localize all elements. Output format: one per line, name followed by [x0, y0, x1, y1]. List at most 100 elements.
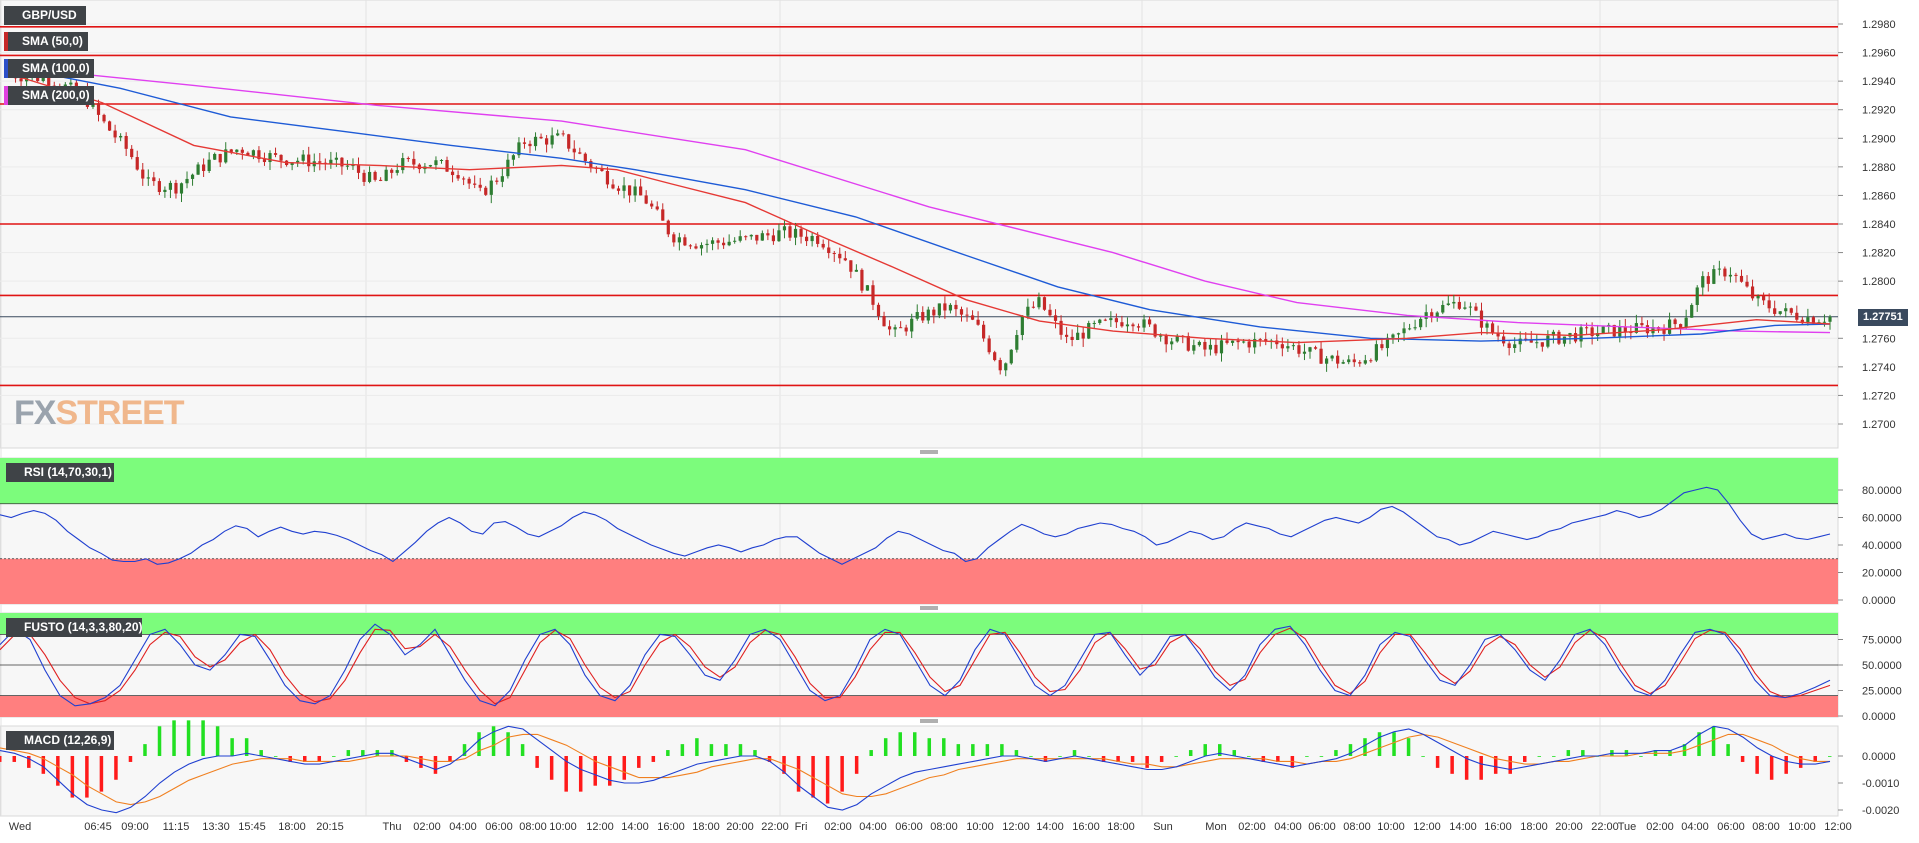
candle-body	[1109, 318, 1113, 321]
time-axis-label: 12:00	[586, 821, 614, 833]
fusto-tick-label: 0.0000	[1862, 711, 1896, 723]
candle-body	[539, 136, 543, 139]
candle-body	[804, 236, 809, 242]
candle-body	[567, 134, 571, 149]
time-axis-label: 20:00	[726, 821, 754, 833]
time-axis-label: 10:00	[1377, 821, 1405, 833]
candle-body	[1053, 315, 1058, 321]
macd-histogram-bar	[259, 750, 263, 756]
candle-body	[163, 189, 167, 192]
macd-histogram-bar	[1711, 726, 1716, 756]
candle-body	[677, 237, 681, 243]
candle-body	[229, 149, 233, 152]
candle-body	[683, 237, 687, 246]
candle-body	[262, 159, 267, 163]
candle-body	[1529, 339, 1533, 343]
candle-body	[1789, 308, 1793, 313]
candle-body	[119, 135, 123, 138]
candle-body	[1347, 359, 1351, 363]
candle-body	[1009, 349, 1013, 364]
candle-body	[1634, 323, 1638, 333]
candle-body	[1712, 269, 1716, 284]
macd-histogram-bar	[825, 756, 830, 804]
macd-histogram-bar	[535, 756, 539, 768]
candle-body	[1076, 332, 1080, 341]
panel-resize-handle	[920, 719, 938, 723]
candle-body	[887, 326, 892, 330]
time-axis-label: 18:00	[1107, 821, 1135, 833]
macd-histogram-bar	[651, 756, 656, 762]
macd-histogram-bar	[956, 744, 961, 756]
candle-body	[1485, 323, 1489, 328]
candle-body	[1330, 355, 1334, 359]
sma50-line	[9, 73, 1831, 344]
price-tick-label: 1.2740	[1862, 362, 1896, 374]
candle-body	[716, 240, 720, 243]
candle-body	[932, 309, 936, 316]
candle-body	[450, 171, 455, 176]
candle-body	[1153, 324, 1157, 337]
macd-histogram-bar	[1232, 750, 1237, 756]
candle-body	[1407, 328, 1412, 330]
macd-histogram-bar	[1813, 756, 1817, 762]
macd-histogram-bar	[128, 756, 133, 762]
macd-histogram-bar	[1697, 732, 1701, 756]
candle-body	[351, 165, 355, 167]
candle-body	[982, 324, 986, 339]
candle-body	[633, 186, 637, 196]
candle-body	[561, 133, 565, 135]
rsi-legend[interactable]: RSI (14,70,30,1)	[6, 463, 114, 482]
time-axis-label: 08:00	[1752, 821, 1780, 833]
macd-histogram-bar	[1798, 756, 1803, 768]
symbol-legend[interactable]: GBP/USD	[4, 6, 86, 25]
candle-body	[439, 159, 444, 161]
macd-histogram-bar	[462, 744, 467, 756]
macd-histogram-bar	[477, 732, 481, 756]
candle-body	[379, 179, 383, 181]
time-axis-label: Thu	[383, 821, 402, 833]
time-axis-label: 11:15	[163, 821, 190, 833]
time-axis-label: 12:00	[1413, 821, 1441, 833]
candle-body	[462, 178, 466, 180]
macd-histogram-bar	[1000, 744, 1004, 756]
macd-histogram-bar	[0, 756, 2, 762]
candle-body	[1042, 297, 1047, 310]
time-axis-label: 10:00	[549, 821, 577, 833]
candle-body	[340, 157, 344, 167]
macd-histogram-bar	[1087, 756, 1091, 757]
macd-legend[interactable]: MACD (12,26,9)	[6, 731, 114, 750]
candle-body	[1701, 276, 1705, 288]
candle-body	[1479, 310, 1484, 328]
price-tick-label: 1.2820	[1862, 248, 1896, 260]
price-tick-label: 1.2700	[1862, 419, 1896, 431]
macd-line	[0, 725, 1831, 814]
candle-body	[1253, 339, 1257, 348]
time-axis-label: 04:00	[449, 821, 477, 833]
candle-body	[1490, 323, 1495, 334]
time-axis-label: 16:00	[1484, 821, 1512, 833]
time-axis-label: 02:00	[413, 821, 441, 833]
candle-body	[224, 149, 228, 163]
macd-tick-label: -0.0020	[1862, 805, 1899, 817]
price-tick-label: 1.2940	[1862, 76, 1896, 88]
time-axis-label: 14:00	[1449, 821, 1477, 833]
macd-histogram-bar	[1218, 744, 1222, 756]
candle-body	[456, 175, 460, 179]
candle-body	[473, 183, 477, 185]
candle-body	[1147, 319, 1152, 325]
price-tick-label: 1.2760	[1862, 333, 1896, 345]
sma200-legend[interactable]: SMA (200,0)	[4, 86, 94, 105]
time-axis-label: Sun	[1153, 821, 1173, 833]
price-tick-label: 1.2800	[1862, 276, 1896, 288]
macd-signal-line	[0, 733, 1830, 806]
candle-body	[318, 161, 322, 163]
candle-body	[102, 114, 106, 122]
time-axis-label: 13:30	[202, 821, 230, 833]
macd-histogram-bar	[346, 750, 351, 756]
fusto-legend[interactable]: FUSTO (14,3,3,80,20)	[6, 618, 143, 637]
sma100-legend[interactable]: SMA (100,0)	[4, 59, 94, 78]
candle-body	[1679, 324, 1683, 328]
sma50-legend[interactable]: SMA (50,0)	[4, 32, 88, 51]
candle-body	[168, 182, 173, 190]
